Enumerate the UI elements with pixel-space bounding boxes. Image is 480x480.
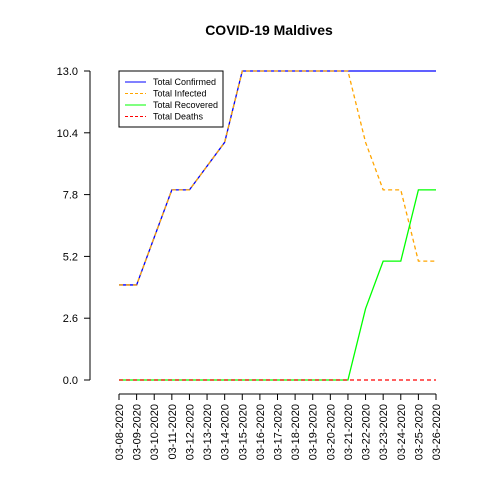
x-tick-label: 03-19-2020 [308,404,320,460]
x-tick-label: 03-14-2020 [220,404,232,460]
x-tick-label: 03-21-2020 [343,404,355,460]
x-tick-label: 03-26-2020 [431,404,443,460]
x-tick-label: 03-25-2020 [413,404,425,460]
x-axis: 03-08-2020 03-09-2020 03-10-2020 03-11-2020… [114,393,443,460]
x-tick-label: 03-13-2020 [202,404,214,460]
legend-label-total-confirmed: Total Confirmed [153,77,216,87]
x-tick-label: 03-22-2020 [361,404,373,460]
x-tick-label: 03-09-2020 [132,404,144,460]
x-tick-label: 03-12-2020 [184,404,196,460]
legend-box [118,70,224,128]
y-tick-label: 7.8 [63,190,78,202]
y-tick-label: 13.0 [57,66,78,78]
y-tick-label: 10.4 [57,128,78,140]
chart-title: COVID-19 Maldives [205,22,333,38]
x-tick-label: 03-08-2020 [114,404,126,460]
x-tick-label: 03-20-2020 [325,404,337,460]
x-tick-label: 03-11-2020 [167,404,179,459]
y-tick-label: 5.2 [63,251,78,263]
y-tick-label: 2.6 [63,313,78,325]
x-tick-label: 03-24-2020 [396,404,408,460]
legend-label-total-infected: Total Infected [153,89,207,99]
x-tick-label: 03-15-2020 [237,404,249,460]
x-tick-label: 03-23-2020 [378,404,390,460]
x-tick-label: 03-18-2020 [290,404,302,460]
x-tick-label: 03-17-2020 [273,404,285,460]
y-tick-label: 0.0 [63,375,78,387]
x-tick-label: 03-10-2020 [149,404,161,460]
x-tick-label: 03-16-2020 [255,404,267,460]
series-line-total-infected [119,70,436,286]
series-layer [119,70,436,381]
legend-label-total-deaths: Total Deaths [153,112,204,122]
legend-label-total-recovered: Total Recovered [153,100,218,110]
y-axis: 0.0 2.6 5.2 7.8 10.4 13.0 [57,66,91,387]
series-line-total-recovered [119,189,436,381]
